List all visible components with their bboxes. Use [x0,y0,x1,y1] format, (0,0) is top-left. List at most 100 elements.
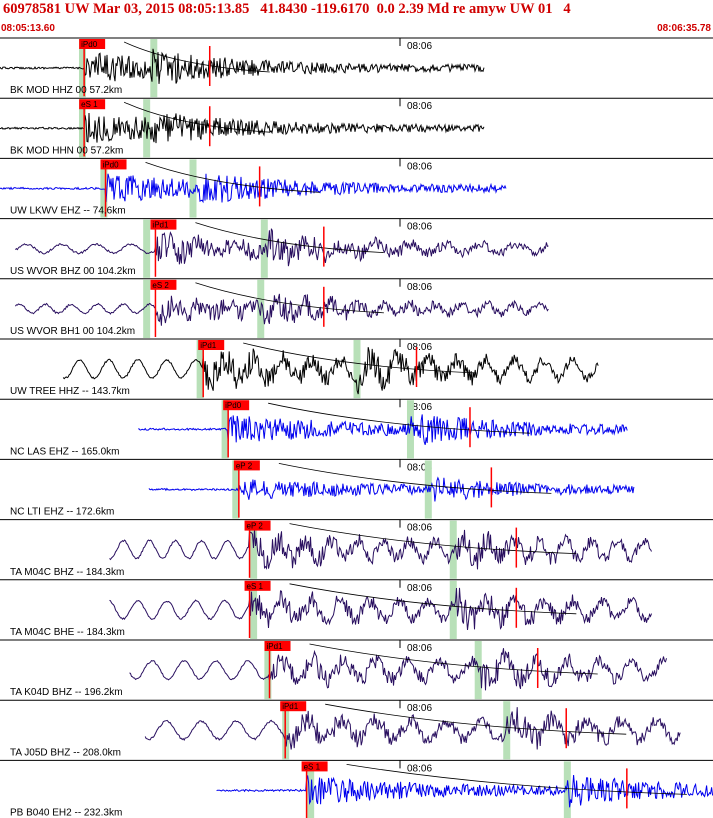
pick-label-box [150,279,177,290]
waveform-trace [0,173,507,204]
pick-label: eP 2 [236,461,253,470]
moveout-curve [123,41,270,73]
coda-window [221,400,229,459]
moveout-curve [145,162,320,193]
minute-label: 08:06 [407,763,432,774]
waveform-trace [144,707,681,750]
station-label: UW TREE HHZ -- 143.7km [10,386,130,397]
waveform-trace [109,528,652,570]
moveout-curve [195,222,384,253]
coda-window [143,99,151,158]
moveout-curve [346,764,687,795]
minute-label: 08:06 [407,402,432,413]
waveform-trace [216,774,713,808]
pick-label-box [100,159,127,170]
moveout-curve [123,101,270,133]
pick-label: eS 1 [247,582,264,591]
minute-label: 08:06 [407,462,432,473]
station-label: PB B040 EH2 -- 232.3km [10,808,122,818]
station-label: UW LKWV EHZ -- 74.6km [10,206,126,217]
coda-window [143,219,151,278]
waveform-trace [62,347,599,395]
coda-window [503,701,511,760]
waveform-trace [109,587,652,631]
minute-label: 08:06 [407,282,432,293]
minute-label: 08:06 [407,342,432,353]
station-label: BK MOD HHN 00 57.2km [10,145,123,156]
station-label: US WVOR BH1 00 104.2km [10,326,135,337]
minute-label: 08:06 [407,101,432,112]
pick-label: iPd0 [81,40,98,49]
moveout-curve [278,463,552,494]
waveform-trace [0,112,485,144]
moveout-curve [325,703,627,735]
coda-window [250,520,258,579]
coda-window [196,340,204,399]
station-label: BK MOD HHZ 00 57.2km [10,85,122,96]
pick-label-box [233,460,260,471]
pick-label-box [223,400,250,411]
pick-label: iPd1 [282,702,299,711]
coda-window [449,520,457,579]
moveout-curve [243,342,477,374]
pick-label-box [264,641,291,651]
waveform-trace [148,476,635,502]
pick-label-box [79,99,106,110]
pick-label: iPd1 [267,642,284,651]
station-label: TA M04C BHZ -- 184.3km [10,567,124,578]
coda-window [264,641,272,700]
pick-label: iPd0 [225,401,242,410]
minute-label: 08:06 [407,161,432,172]
moveout-curve [289,583,577,615]
moveout-curve [268,402,530,434]
moveout-curve [309,643,598,675]
pick-label: iPd1 [200,341,217,350]
waveform-trace [0,48,485,84]
station-label: NC LAS EHZ -- 165.0km [10,446,119,457]
moveout-curve [289,523,577,554]
station-label: US WVOR BHZ 00 104.2km [10,266,136,277]
coda-window [143,279,151,338]
station-label: TA M04C BHE -- 184.3km [10,627,125,638]
moveout-curve [195,282,384,314]
minute-label: 08:06 [407,222,432,233]
pick-label-box [198,340,225,350]
pick-label-box [280,701,307,712]
minute-label: 08:06 [407,523,432,534]
coda-window [78,39,86,98]
coda-window [563,761,571,818]
waveform-trace [138,414,628,445]
waveform-trace [129,648,667,691]
coda-window [100,159,108,218]
pick-label: iPd0 [103,160,120,169]
pick-label-box [150,219,177,230]
event-title: 60978581 UW Mar 03, 2015 08:05:13.85 41.… [3,1,571,17]
pick-label: eS 2 [152,281,169,290]
coda-window [353,340,361,399]
coda-window [449,580,457,639]
pick-label-box [244,580,271,591]
coda-window [406,400,414,459]
waveform-trace [14,293,549,326]
coda-window [150,39,158,98]
seismogram-panel: 08:06 iPd0 BK MOD HHZ 00 57.2km 08:06 eS 1 BK… [0,37,713,818]
coda-window [260,219,268,278]
pick-label: eP 2 [247,522,264,531]
start-time: 08:05:13.60 [1,23,55,34]
pick-label-box [301,761,328,772]
pick-label: eS 1 [304,762,321,771]
end-time: 08:06:35.78 [657,23,711,34]
minute-label: 08:06 [407,41,432,52]
pick-label-box [79,39,106,49]
minute-label: 08:06 [407,643,432,654]
minute-label: 08:06 [407,583,432,594]
minute-label: 08:06 [407,703,432,714]
station-label: TA K04D BHZ -- 196.2km [10,687,123,698]
pick-label: iPd1 [152,221,169,230]
pick-label-box [244,520,271,531]
coda-window [189,159,197,218]
station-label: NC LTI EHZ -- 172.6km [10,507,114,518]
pick-label: eS 1 [81,100,98,109]
coda-window [250,580,258,639]
header-bar: 60978581 UW Mar 03, 2015 08:05:13.85 41.… [0,0,713,38]
